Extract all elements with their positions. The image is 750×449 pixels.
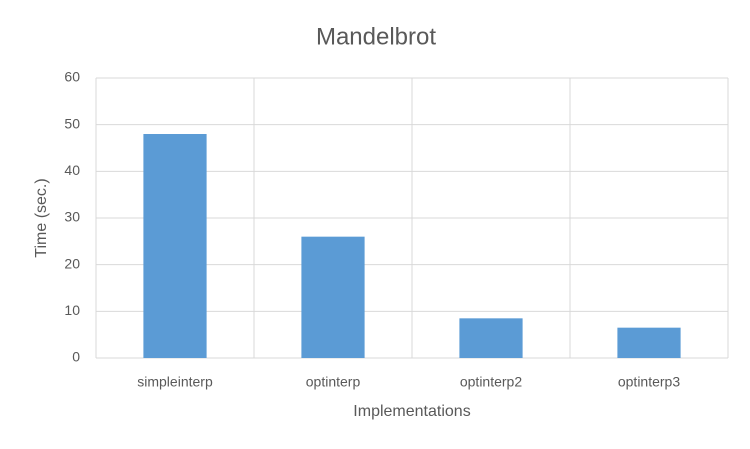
bar <box>617 327 681 358</box>
y-axis-label: Time (sec.) <box>33 178 50 257</box>
chart-title: Mandelbrot <box>316 23 436 50</box>
bar <box>143 134 207 358</box>
y-tick-label: 20 <box>64 255 80 271</box>
y-tick-label: 10 <box>64 302 80 318</box>
y-tick-label: 50 <box>64 115 80 131</box>
x-tick-label: optinterp2 <box>460 374 522 390</box>
bar <box>459 318 523 358</box>
y-tick-label: 60 <box>64 69 80 85</box>
y-tick-label: 40 <box>64 162 80 178</box>
y-tick-label: 0 <box>72 349 80 365</box>
x-tick-label: optinterp3 <box>618 374 680 390</box>
y-tick-label: 30 <box>64 209 80 225</box>
x-tick-label: simpleinterp <box>137 374 213 390</box>
bar <box>301 236 365 358</box>
x-axis-label: Implementations <box>353 403 470 420</box>
x-tick-label: optinterp <box>306 374 361 390</box>
